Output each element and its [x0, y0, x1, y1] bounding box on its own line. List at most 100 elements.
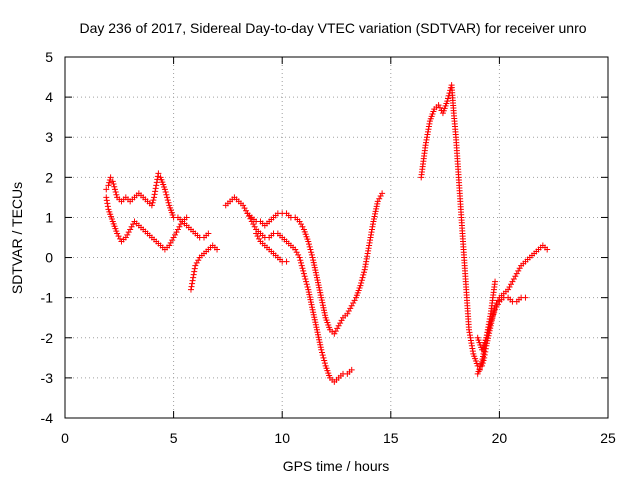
data-point	[152, 188, 159, 195]
data-point	[103, 194, 110, 201]
data-points	[103, 82, 551, 385]
data-point	[317, 341, 324, 348]
data-point	[193, 259, 200, 266]
data-point	[299, 223, 306, 230]
data-point	[313, 324, 320, 331]
data-point	[105, 182, 112, 189]
data-point	[310, 259, 317, 266]
data-point	[347, 305, 354, 312]
y-tick-label: 2	[45, 169, 53, 185]
data-point	[335, 322, 342, 329]
y-axis-label: SDTVAR / TECUs	[9, 182, 25, 294]
data-point	[296, 254, 303, 261]
data-point	[493, 304, 500, 311]
data-point	[319, 299, 326, 306]
data-point	[516, 265, 523, 272]
y-tick-label: -1	[41, 290, 54, 306]
data-point	[317, 292, 324, 299]
data-point	[127, 226, 134, 233]
y-tick-label: 1	[45, 209, 53, 225]
data-point	[510, 275, 517, 282]
data-point	[315, 331, 322, 338]
y-tick-label: -4	[41, 410, 54, 426]
data-point	[109, 178, 116, 185]
data-point	[321, 360, 328, 367]
data-point	[512, 273, 519, 280]
data-point	[254, 233, 261, 240]
data-point	[107, 174, 114, 181]
data-point	[191, 268, 198, 275]
data-point	[348, 366, 355, 373]
series-track-e	[244, 210, 355, 385]
data-point	[195, 257, 202, 264]
data-point	[117, 235, 124, 242]
data-point	[307, 296, 314, 303]
data-point	[130, 221, 137, 228]
data-point	[315, 279, 322, 286]
data-point	[321, 357, 328, 364]
data-point	[298, 221, 305, 228]
data-point	[300, 267, 307, 274]
data-point	[322, 312, 329, 319]
data-point	[492, 306, 499, 313]
data-point	[298, 259, 305, 266]
data-point	[321, 307, 328, 314]
data-point	[295, 251, 302, 258]
data-point	[106, 179, 113, 186]
data-point	[435, 102, 442, 109]
data-point	[316, 287, 323, 294]
data-point	[256, 235, 263, 242]
data-point	[149, 199, 156, 206]
data-point	[176, 223, 183, 230]
data-point	[377, 193, 384, 200]
data-point	[250, 221, 257, 228]
data-point	[166, 242, 173, 249]
data-point	[177, 221, 184, 228]
data-point	[358, 277, 365, 284]
data-point	[111, 183, 118, 190]
data-point	[293, 249, 300, 256]
x-tick-label: 20	[492, 430, 508, 446]
data-point	[313, 272, 320, 279]
data-point	[253, 230, 260, 237]
data-point	[358, 279, 365, 286]
data-point	[314, 277, 321, 284]
data-point	[309, 306, 316, 313]
data-point	[319, 302, 326, 309]
series-track-i	[474, 278, 499, 377]
data-point	[104, 203, 111, 210]
plot-frame	[64, 56, 609, 419]
data-point	[308, 249, 315, 256]
data-point	[310, 309, 317, 316]
series-track-b	[103, 194, 190, 253]
data-point	[507, 281, 514, 288]
data-point	[345, 308, 352, 315]
data-point	[313, 326, 320, 333]
data-point	[311, 264, 318, 271]
data-point	[163, 191, 170, 198]
data-point	[148, 202, 155, 209]
data-point	[164, 194, 171, 201]
data-point	[316, 339, 323, 346]
data-point	[310, 257, 317, 264]
data-point	[318, 297, 325, 304]
data-point	[379, 190, 386, 197]
data-point	[373, 205, 380, 212]
data-point	[183, 214, 190, 221]
data-point	[444, 95, 451, 102]
data-point	[111, 186, 118, 193]
data-point	[331, 330, 338, 337]
data-point	[522, 294, 529, 301]
data-point	[308, 251, 315, 258]
data-point	[305, 289, 312, 296]
data-point	[494, 301, 501, 308]
data-point	[187, 286, 194, 293]
y-tick-label: 4	[45, 89, 53, 105]
data-point	[544, 246, 551, 253]
data-point	[240, 202, 247, 209]
data-point	[165, 199, 172, 206]
data-point	[310, 311, 317, 318]
data-point	[315, 334, 322, 341]
data-point	[191, 265, 198, 272]
